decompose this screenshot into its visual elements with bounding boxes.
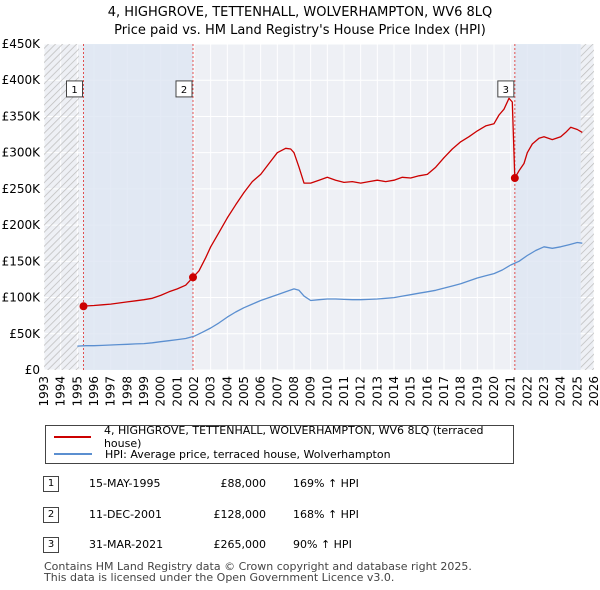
x-tick-label: 2022 [520, 376, 534, 407]
sale-point [189, 273, 197, 282]
x-tick-label: 2025 [570, 376, 584, 407]
x-tick-label: 2011 [337, 376, 351, 407]
transaction-date: 11-DEC-2001 [89, 508, 163, 521]
x-tick-label: 1998 [120, 376, 134, 407]
ownership-shaded-region [514, 44, 581, 370]
transaction-hpi-change: 168% ↑ HPI [293, 508, 359, 521]
y-tick-label: £450K [2, 37, 42, 51]
transaction-date: 31-MAR-2021 [89, 538, 164, 551]
x-tick-label: 2009 [304, 376, 318, 407]
transaction-row-1: 1 15-MAY-1995 £88,000 169% ↑ HPI [43, 476, 383, 492]
x-tick-label: 2021 [504, 376, 518, 407]
footer-copyright: Contains HM Land Registry data © Crown c… [44, 560, 472, 573]
hpi-line [77, 241, 583, 347]
x-tick-label: 2010 [320, 376, 334, 407]
x-tick-label: 1996 [87, 376, 101, 407]
y-tick-label: £400K [2, 73, 42, 87]
x-tick-label: 2000 [154, 376, 168, 407]
sale-marker-label: 2 [181, 85, 187, 96]
transaction-row-2: 2 11-DEC-2001 £128,000 168% ↑ HPI [43, 507, 383, 523]
x-tick-label: 2020 [487, 376, 501, 407]
legend-item-property: 4, HIGHGROVE, TETTENHALL, WOLVERHAMPTON,… [54, 424, 513, 450]
hatched-region [580, 44, 594, 370]
x-tick-label: 2005 [237, 376, 251, 407]
transaction-number: 1 [43, 476, 59, 492]
y-tick-label: £50K [9, 327, 41, 341]
transaction-hpi-change: 169% ↑ HPI [293, 477, 359, 490]
hpi-line-swatch [54, 453, 92, 455]
footer-licence: This data is licensed under the Open Gov… [44, 571, 395, 584]
x-tick-label: 1999 [137, 376, 151, 407]
property-line-swatch [54, 436, 91, 438]
y-tick-label: £300K [2, 146, 42, 160]
x-tick-label: 2008 [287, 376, 301, 407]
x-tick-label: 1993 [37, 376, 51, 407]
y-tick-label: £100K [2, 291, 42, 305]
x-tick-label: 1997 [104, 376, 118, 407]
x-tick-label: 2013 [370, 376, 384, 407]
x-tick-label: 2018 [454, 376, 468, 407]
transaction-price: £265,000 [213, 538, 267, 551]
chart-subtitle: Price paid vs. HM Land Registry's House … [114, 23, 486, 38]
chart-title: 4, HIGHGROVE, TETTENHALL, WOLVERHAMPTON,… [107, 5, 493, 20]
sale-marker-label: 3 [503, 85, 509, 96]
transaction-number: 3 [43, 537, 59, 553]
x-tick-label: 2006 [254, 376, 268, 407]
transaction-number: 2 [43, 507, 59, 523]
x-tick-label: 2019 [470, 376, 484, 407]
x-tick-label: 2017 [437, 376, 451, 407]
sale-marker-box [175, 80, 193, 98]
sale-marker-box [497, 80, 515, 98]
legend-property-label: 4, HIGHGROVE, TETTENHALL, WOLVERHAMPTON,… [103, 424, 484, 450]
hatched-region [44, 44, 79, 370]
legend: 4, HIGHGROVE, TETTENHALL, WOLVERHAMPTON,… [45, 424, 514, 464]
y-tick-label: £0 [25, 363, 40, 377]
x-tick-label: 2015 [404, 376, 418, 407]
y-tick-label: £350K [2, 109, 42, 123]
x-tick-label: 2003 [204, 376, 218, 407]
price-chart: 1 2 3 £0 £50K £100K £150K £200K £250K £300K £350K… [2, 37, 600, 407]
x-tick-label: 2026 [587, 376, 600, 407]
x-tick-label: 2012 [354, 376, 368, 407]
x-tick-label: 2002 [187, 376, 201, 407]
transaction-hpi-change: 90% ↑ HPI [293, 538, 352, 551]
x-tick-label: 2014 [387, 376, 401, 407]
legend-item-hpi: HPI: Average price, terraced house, Wolv… [54, 446, 391, 462]
y-tick-label: £250K [2, 182, 42, 196]
sale-marker-label: 1 [71, 85, 77, 96]
sale-point [79, 302, 88, 311]
x-tick-label: 2024 [554, 376, 568, 407]
y-tick-label: £200K [2, 218, 42, 232]
x-tick-label: 2023 [537, 376, 551, 407]
x-tick-label: 1995 [70, 376, 84, 407]
transaction-price: £128,000 [213, 508, 267, 521]
footer: Contains HM Land Registry data © Crown c… [44, 561, 472, 583]
transaction-price: £88,000 [220, 477, 267, 490]
x-tick-label: 2007 [270, 376, 284, 407]
ownership-shaded-region [83, 44, 193, 370]
legend-hpi-label: HPI: Average price, terraced house, Wolv… [105, 447, 391, 461]
transaction-row-3: 3 31-MAR-2021 £265,000 90% ↑ HPI [43, 537, 383, 553]
y-tick-label: £150K [2, 254, 42, 268]
x-tick-label: 1994 [54, 376, 68, 407]
x-tick-label: 2004 [220, 376, 234, 407]
x-tick-label: 2001 [170, 376, 184, 407]
transaction-date: 15-MAY-1995 [89, 477, 161, 490]
sale-point [510, 174, 519, 183]
sale-marker-box [66, 80, 83, 98]
x-tick-label: 2016 [420, 376, 434, 407]
